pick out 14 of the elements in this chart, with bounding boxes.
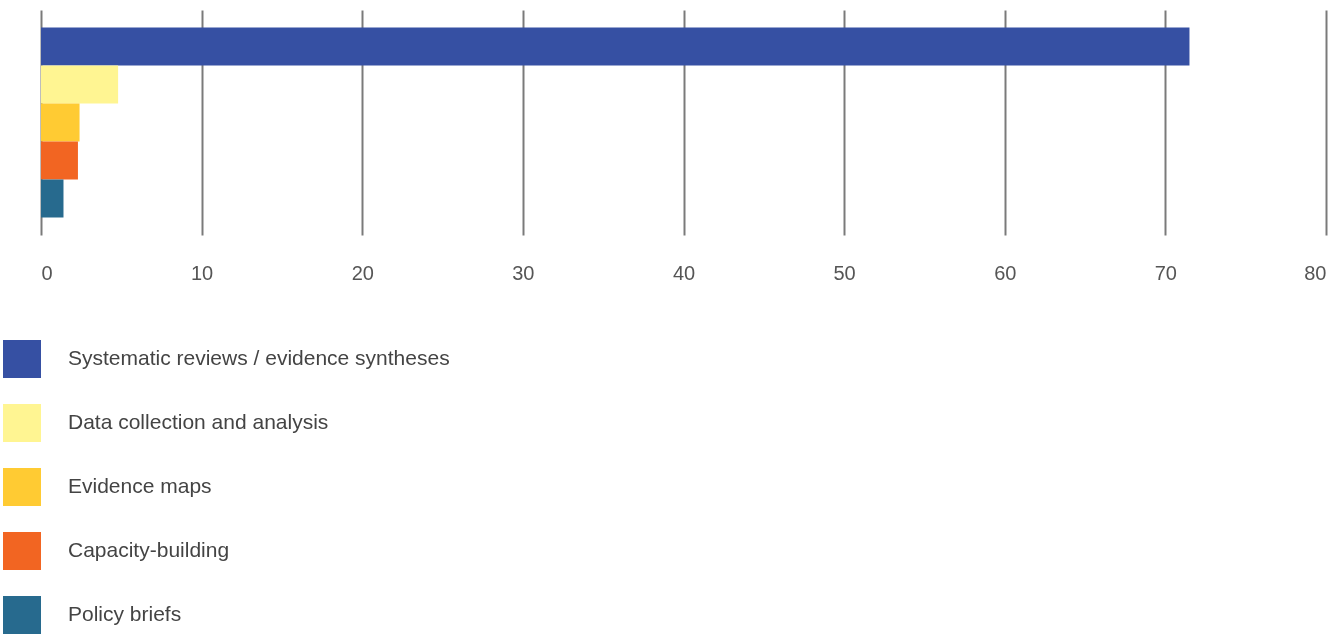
x-tick-label: 10 xyxy=(191,261,214,284)
legend-label: Policy briefs xyxy=(68,602,182,625)
x-tick-label: 20 xyxy=(351,261,374,284)
legend-label: Evidence maps xyxy=(68,474,212,497)
legend-label: Systematic reviews / evidence syntheses xyxy=(68,346,450,369)
x-tick-label: 0 xyxy=(41,261,53,284)
legend-label: Capacity-building xyxy=(68,538,230,561)
x-tick-label: 70 xyxy=(1154,261,1177,284)
legend-label: Data collection and analysis xyxy=(68,410,329,433)
x-tick-label: 30 xyxy=(512,261,535,284)
x-tick-label: 60 xyxy=(994,261,1017,284)
x-tick-label: 40 xyxy=(672,261,696,284)
x-tick-label: 80 xyxy=(1304,261,1327,284)
x-tick-label: 50 xyxy=(833,261,856,284)
